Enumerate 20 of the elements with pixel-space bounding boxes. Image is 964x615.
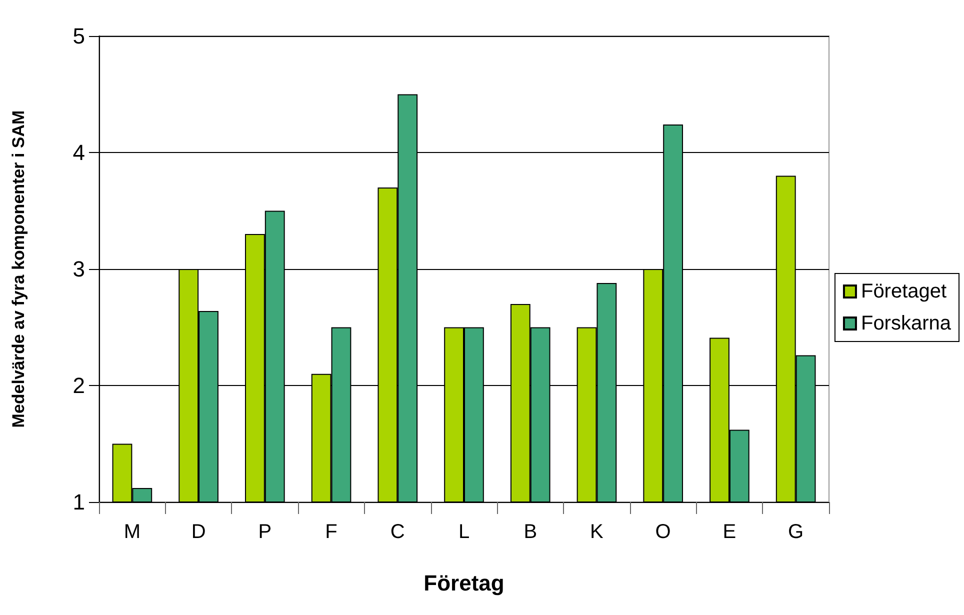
x-tick-label: L [458,521,470,543]
y-tick-label: 1 [72,490,85,514]
y-tick-label: 5 [72,24,85,48]
x-tick-label: F [325,521,338,543]
y-tick-label: 4 [72,140,85,165]
x-tick-label: M [124,521,141,543]
x-tick-label: P [258,521,272,543]
x-tick-label: E [722,521,736,543]
legend-label: Företaget [860,280,948,302]
y-tick-label: 3 [72,256,85,282]
x-axis-title: Företag [424,570,504,596]
x-tick-label: G [788,521,804,543]
x-tick-label: D [191,521,206,543]
x-tick-label: C [390,521,405,543]
legend-label: Forskarna [860,312,952,334]
x-tick-label: K [590,521,604,543]
x-tick-label: O [655,521,671,543]
y-tick-label: 2 [72,373,85,398]
x-tick-label: B [524,521,538,543]
y-axis-title: Medelvärde av fyra komponenter i SAM [9,110,28,428]
